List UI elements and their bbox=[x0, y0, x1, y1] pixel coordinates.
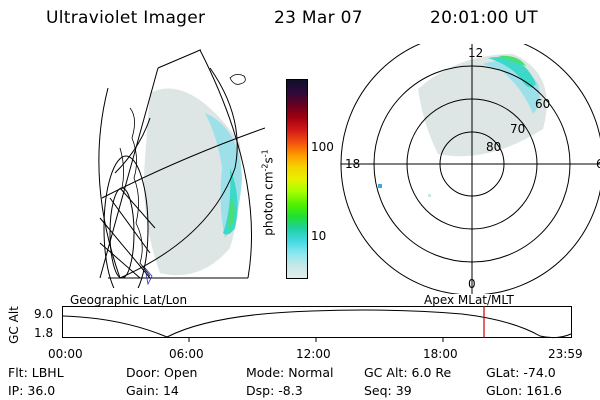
info-ip: IP: 36.0 bbox=[8, 383, 56, 398]
coastline-island bbox=[144, 266, 153, 286]
lat-label-70: 70 bbox=[510, 122, 525, 136]
mlt-label-6: 6 bbox=[596, 157, 600, 171]
coastline bbox=[119, 107, 151, 277]
info-dsp: Dsp: -8.3 bbox=[246, 383, 303, 398]
coastline-island bbox=[229, 74, 246, 85]
info-mode: Mode: Normal bbox=[246, 365, 334, 380]
altitude-axis-label: GC Alt bbox=[7, 306, 21, 344]
lat-label-80: 80 bbox=[486, 140, 501, 154]
observation-time: 20:01:00 UT bbox=[430, 8, 538, 28]
mlt-label-12: 12 bbox=[468, 46, 483, 60]
lat-label-60: 60 bbox=[535, 97, 550, 111]
altitude-curve bbox=[62, 309, 572, 339]
geo-grid-lines bbox=[98, 49, 265, 288]
info-gc-alt: GC Alt: 6.0 Re bbox=[364, 365, 452, 380]
polar-grid bbox=[340, 44, 600, 294]
geo-emission-region bbox=[144, 88, 242, 276]
geo-map-caption: Geographic Lat/Lon bbox=[70, 293, 188, 307]
mlt-label-18: 18 bbox=[345, 157, 360, 171]
time-tick-0000: 00:00 bbox=[48, 347, 83, 361]
info-door: Door: Open bbox=[126, 365, 198, 380]
info-glon: GLon: 161.6 bbox=[486, 383, 562, 398]
info-gain: Gain: 14 bbox=[126, 383, 179, 398]
colorbar-gradient bbox=[287, 80, 307, 278]
geographic-map bbox=[98, 49, 265, 288]
altitude-tick-low: 1.8 bbox=[34, 326, 54, 340]
info-flt: Flt: LBHL bbox=[8, 365, 64, 380]
observation-date: 23 Mar 07 bbox=[274, 8, 363, 28]
time-tick-0600: 06:00 bbox=[169, 347, 204, 361]
polar-emission-region bbox=[378, 54, 547, 197]
colorbar bbox=[286, 79, 308, 279]
polar-plot-caption: Apex MLat/MLT bbox=[424, 293, 514, 307]
polar-plot: 12 18 6 0 60 70 80 bbox=[340, 44, 600, 294]
colorbar-label: photon cm-2s-1 bbox=[260, 149, 276, 236]
info-seq: Seq: 39 bbox=[364, 383, 412, 398]
info-glat: GLat: -74.0 bbox=[486, 365, 556, 380]
altitude-tick-high: 9.0 bbox=[34, 307, 54, 321]
colorbar-tick-100: 100 bbox=[311, 140, 334, 154]
mlt-label-0: 0 bbox=[468, 277, 476, 291]
time-tick-2359: 23:59 bbox=[548, 347, 583, 361]
time-tick-1200: 12:00 bbox=[296, 347, 331, 361]
altitude-strip-plot bbox=[62, 306, 572, 342]
time-tick-1800: 18:00 bbox=[423, 347, 458, 361]
colorbar-tick-10: 10 bbox=[311, 229, 327, 243]
instrument-name: Ultraviolet Imager bbox=[46, 8, 206, 28]
